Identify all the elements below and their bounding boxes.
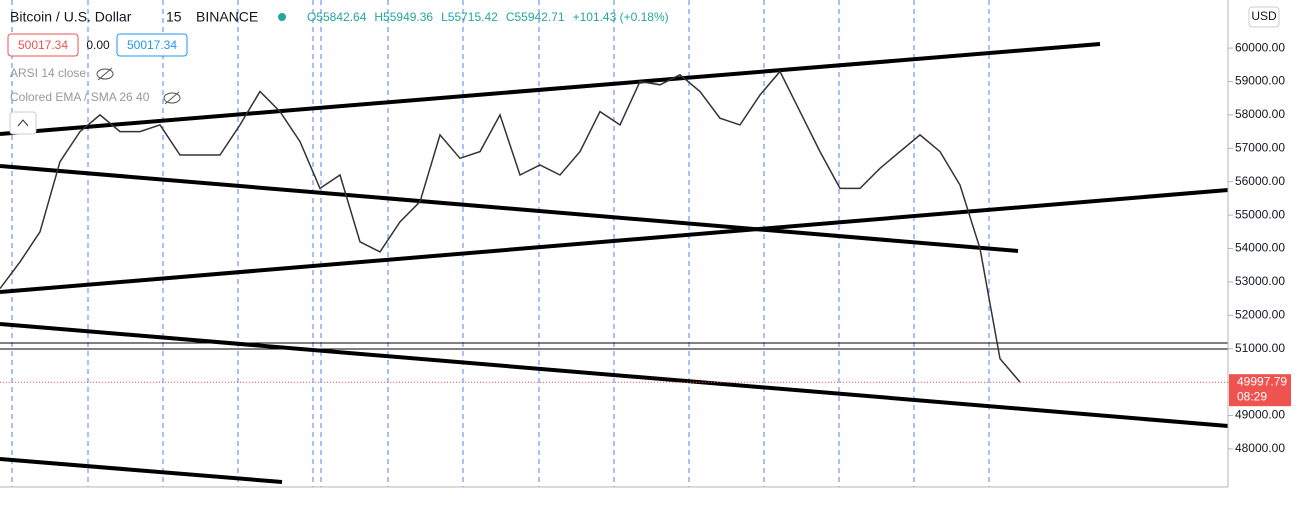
price-line (0, 70, 1021, 383)
sell-price: 50017.34 (18, 38, 68, 52)
y-tick-label: 48000.00 (1235, 441, 1285, 455)
indicator[interactable]: ARSI 14 close (10, 66, 86, 80)
y-tick-label: 58000.00 (1235, 107, 1285, 121)
visibility-icon[interactable] (163, 91, 181, 105)
visibility-icon[interactable] (96, 67, 114, 81)
y-tick-label: 60000.00 (1235, 40, 1285, 54)
y-tick-label: 52000.00 (1235, 307, 1285, 321)
ohlc-value: O55842.64 (307, 10, 367, 24)
ohlc-value: L55715.42 (441, 10, 498, 24)
y-tick-label: 49000.00 (1235, 408, 1285, 422)
buy-price: 50017.34 (127, 38, 177, 52)
y-tick-label: 53000.00 (1235, 274, 1285, 288)
sell-button[interactable] (7, 33, 79, 57)
countdown: 08:29 (1237, 389, 1267, 403)
collapse-icon (17, 119, 29, 127)
y-tick-label: 56000.00 (1235, 174, 1285, 188)
y-tick-label: 54000.00 (1235, 241, 1285, 255)
ohlc-value: C55942.71 (506, 10, 565, 24)
y-tick-label: 55000.00 (1235, 207, 1285, 221)
y-tick-label: 51000.00 (1235, 341, 1285, 355)
spread: 0.00 (86, 38, 110, 52)
currency: USD (1251, 9, 1277, 23)
ohlc-value: +101.43 (+0.18%) (573, 10, 669, 24)
last-price: 49997.79 (1237, 374, 1287, 388)
currency-button[interactable] (1248, 6, 1280, 28)
buy-button[interactable] (116, 33, 188, 57)
status-dot (278, 13, 286, 21)
interval[interactable]: 15 (166, 9, 182, 25)
last-price-box (1229, 374, 1291, 407)
indicator[interactable]: Colored EMA / SMA 26 40 (10, 90, 150, 104)
ohlc-value: H55949.36 (374, 10, 433, 24)
collapse-button[interactable] (9, 111, 37, 135)
session-lines (11, 0, 990, 487)
y-tick-label: 59000.00 (1235, 74, 1285, 88)
exchange: BINANCE (196, 9, 258, 25)
trend-lines (0, 42, 1229, 484)
y-tick-label: 57000.00 (1235, 140, 1285, 154)
symbol[interactable]: Bitcoin / U.S. Dollar (10, 9, 132, 25)
